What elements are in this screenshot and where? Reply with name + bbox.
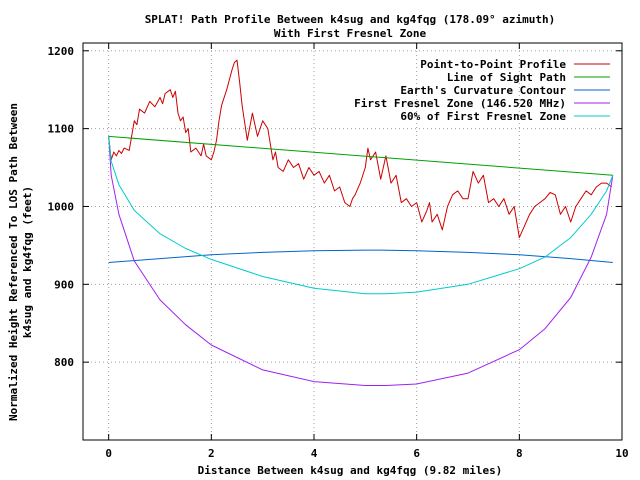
plot-frame bbox=[82, 42, 623, 441]
x-tick-label: 8 bbox=[516, 447, 523, 460]
y-tick-label: 1100 bbox=[48, 123, 75, 136]
chart-title: SPLAT! Path Profile Between k4sug and kg… bbox=[145, 13, 556, 26]
x-tick-label: 0 bbox=[105, 447, 112, 460]
x-tick-label: 4 bbox=[311, 447, 318, 460]
series-line-5 bbox=[108, 136, 614, 295]
y-tick-label: 800 bbox=[54, 356, 74, 369]
y-tick-label: 1000 bbox=[48, 200, 75, 213]
legend-entry-5: 60% of First Fresnel Zone bbox=[400, 110, 566, 123]
y-axis-label-line1: Normalized Height Referenced To LOS Path… bbox=[7, 103, 20, 421]
series-line-4 bbox=[108, 136, 614, 386]
x-tick-label: 10 bbox=[615, 447, 628, 460]
chart-subtitle: With First Fresnel Zone bbox=[274, 27, 427, 40]
plot-lines bbox=[108, 59, 614, 386]
y-tick-label: 900 bbox=[54, 278, 74, 291]
legend-entry-4: First Fresnel Zone (146.520 MHz) bbox=[354, 97, 566, 110]
legend-entry-1: Point-to-Point Profile bbox=[420, 58, 566, 71]
series-line-1 bbox=[108, 59, 613, 239]
legend-entry-3: Earth's Curvature Contour bbox=[400, 84, 566, 97]
y-axis-label-line2: k4sug and kg4fqg (feet) bbox=[21, 186, 34, 338]
series-line-2 bbox=[108, 135, 613, 176]
x-tick-label: 2 bbox=[208, 447, 215, 460]
ticks: 0 2 4 6 8 10 800 900 1000 1100 1200 bbox=[48, 43, 629, 460]
y-tick-label: 1200 bbox=[48, 45, 75, 58]
x-tick-label: 6 bbox=[413, 447, 420, 460]
legend-entry-2: Line of Sight Path bbox=[447, 71, 566, 84]
x-axis-label: Distance Between k4sug and kg4fqg (9.82 … bbox=[198, 464, 503, 477]
